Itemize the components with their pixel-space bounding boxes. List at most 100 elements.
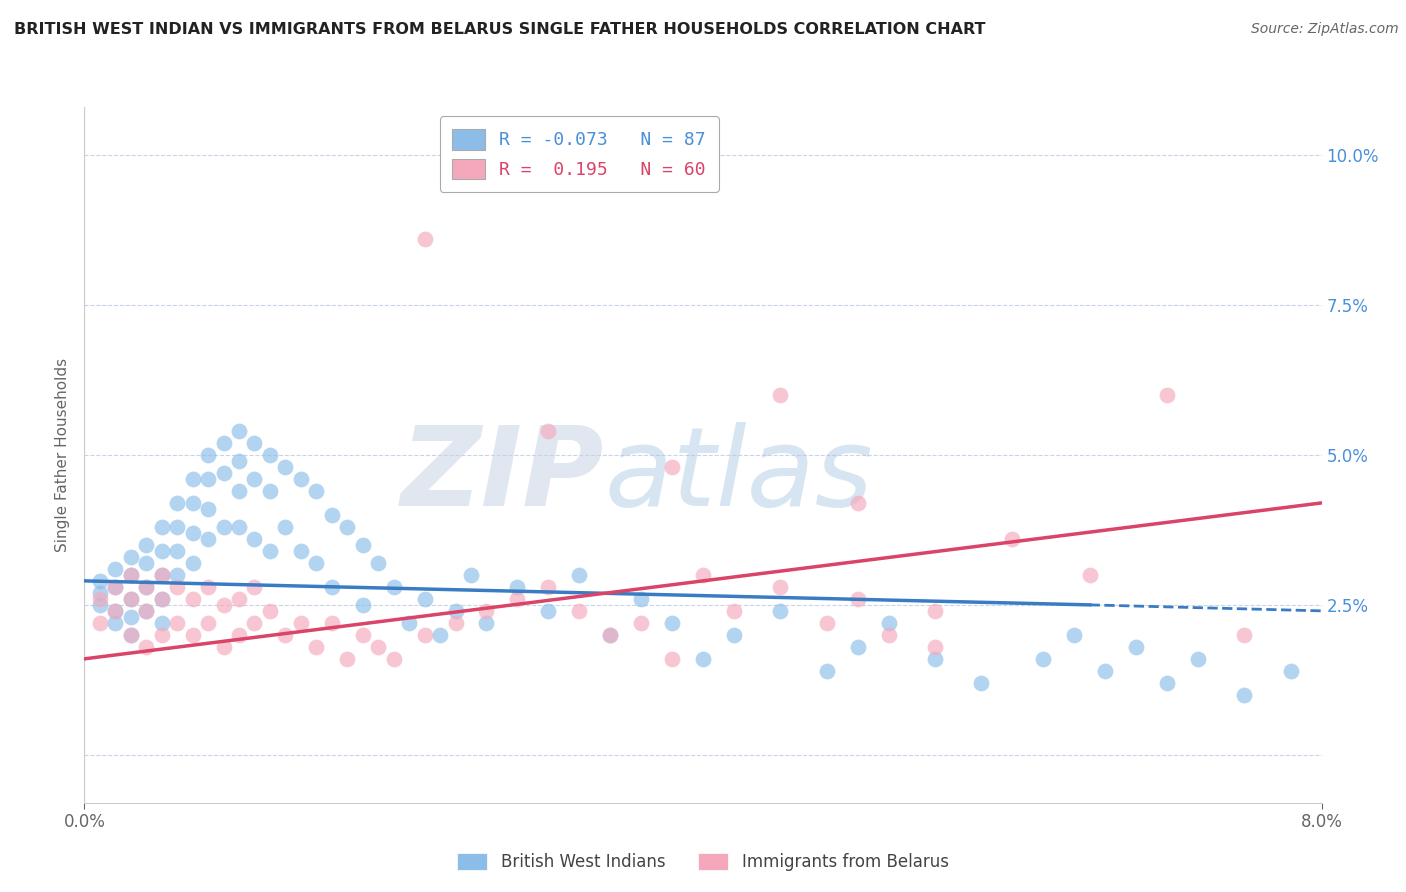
Point xyxy=(321,615,343,630)
Point xyxy=(104,604,127,618)
Point xyxy=(166,615,188,630)
Point xyxy=(1233,628,1256,642)
Point xyxy=(212,466,235,480)
Point xyxy=(135,538,157,552)
Point xyxy=(537,580,560,594)
Point xyxy=(135,580,157,594)
Point xyxy=(537,424,560,438)
Point xyxy=(197,502,219,516)
Point xyxy=(166,544,188,558)
Point xyxy=(243,580,266,594)
Point xyxy=(181,556,204,570)
Point xyxy=(475,615,498,630)
Point xyxy=(506,591,529,606)
Point xyxy=(429,628,451,642)
Point xyxy=(259,544,281,558)
Point xyxy=(150,544,173,558)
Point xyxy=(228,454,250,468)
Point xyxy=(290,472,312,486)
Point xyxy=(599,628,621,642)
Point xyxy=(924,640,946,654)
Point xyxy=(274,459,297,474)
Point xyxy=(382,580,405,594)
Point xyxy=(89,591,111,606)
Point xyxy=(259,483,281,498)
Y-axis label: Single Father Households: Single Father Households xyxy=(55,358,70,552)
Point xyxy=(120,567,142,582)
Point xyxy=(89,574,111,588)
Point xyxy=(197,448,219,462)
Point xyxy=(413,628,436,642)
Point xyxy=(305,483,328,498)
Point xyxy=(321,580,343,594)
Point xyxy=(135,604,157,618)
Point xyxy=(228,424,250,438)
Legend: British West Indians, Immigrants from Belarus: British West Indians, Immigrants from Be… xyxy=(450,847,956,878)
Point xyxy=(1078,567,1101,582)
Point xyxy=(197,472,219,486)
Point xyxy=(212,598,235,612)
Point xyxy=(120,628,142,642)
Point xyxy=(181,591,204,606)
Point xyxy=(367,556,389,570)
Point xyxy=(166,520,188,534)
Point xyxy=(336,652,359,666)
Point xyxy=(413,591,436,606)
Point xyxy=(181,472,204,486)
Point xyxy=(166,567,188,582)
Point xyxy=(181,496,204,510)
Point xyxy=(166,496,188,510)
Point xyxy=(181,525,204,540)
Point xyxy=(1001,532,1024,546)
Point xyxy=(382,652,405,666)
Point xyxy=(1156,388,1178,402)
Point xyxy=(692,652,714,666)
Point xyxy=(661,652,683,666)
Point xyxy=(460,567,482,582)
Point xyxy=(568,604,591,618)
Point xyxy=(769,580,792,594)
Point xyxy=(150,567,173,582)
Point xyxy=(352,538,374,552)
Point xyxy=(475,604,498,618)
Point xyxy=(924,652,946,666)
Point xyxy=(150,615,173,630)
Text: ZIP: ZIP xyxy=(401,422,605,529)
Point xyxy=(274,628,297,642)
Point xyxy=(197,615,219,630)
Point xyxy=(506,580,529,594)
Point xyxy=(444,615,467,630)
Point xyxy=(815,615,838,630)
Point xyxy=(769,388,792,402)
Point xyxy=(846,496,869,510)
Text: Source: ZipAtlas.com: Source: ZipAtlas.com xyxy=(1251,22,1399,37)
Point xyxy=(181,628,204,642)
Point xyxy=(120,549,142,564)
Point xyxy=(444,604,467,618)
Point xyxy=(924,604,946,618)
Point xyxy=(197,532,219,546)
Point xyxy=(1063,628,1085,642)
Point xyxy=(135,580,157,594)
Point xyxy=(290,544,312,558)
Point xyxy=(877,615,900,630)
Point xyxy=(723,604,745,618)
Point xyxy=(228,628,250,642)
Text: BRITISH WEST INDIAN VS IMMIGRANTS FROM BELARUS SINGLE FATHER HOUSEHOLDS CORRELAT: BRITISH WEST INDIAN VS IMMIGRANTS FROM B… xyxy=(14,22,986,37)
Point xyxy=(305,556,328,570)
Point xyxy=(321,508,343,522)
Point xyxy=(723,628,745,642)
Point xyxy=(150,628,173,642)
Point xyxy=(1187,652,1209,666)
Point xyxy=(815,664,838,678)
Point xyxy=(243,472,266,486)
Point xyxy=(1156,676,1178,690)
Point xyxy=(212,520,235,534)
Point xyxy=(769,604,792,618)
Point xyxy=(212,436,235,450)
Point xyxy=(305,640,328,654)
Point xyxy=(120,567,142,582)
Point xyxy=(120,610,142,624)
Point xyxy=(104,580,127,594)
Point xyxy=(1125,640,1147,654)
